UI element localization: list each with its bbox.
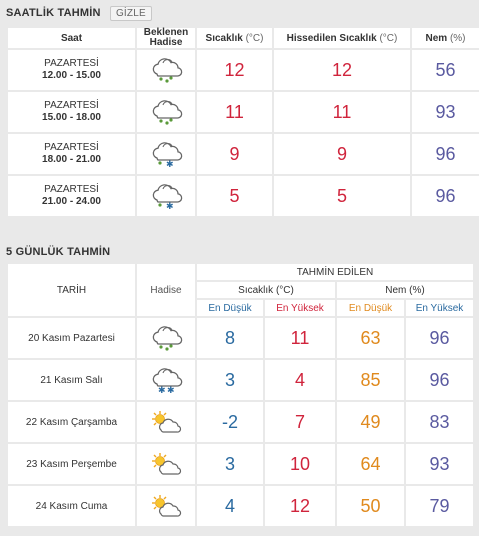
svg-text:✱: ✱ (166, 202, 174, 210)
svg-text:✱: ✱ (167, 386, 175, 394)
header-hum-min: En Düşük (337, 300, 404, 316)
snow-cloud-icon: ✱ ✱ (137, 360, 195, 400)
temp-max-value: 7 (265, 402, 335, 442)
rain-cloud-icon (137, 92, 195, 132)
humidity-value: 93 (412, 92, 479, 132)
feels-value: 12 (274, 50, 410, 90)
feels-value: 5 (274, 176, 410, 216)
header-time: Saat (8, 28, 135, 48)
date-cell: 21 Kasım Salı (8, 360, 135, 400)
hourly-table: Saat Beklenen Hadise Sıcaklık (°C) Hisse… (6, 26, 479, 218)
time-cell: PAZARTESİ 15.00 - 18.00 (8, 92, 135, 132)
header-temp: Sıcaklık (°C) (197, 28, 272, 48)
hum-max-value: 96 (406, 318, 473, 358)
table-row: PAZARTESİ 15.00 - 18.00 11 11 93 (8, 92, 479, 132)
header-humidity: Nem (%) (337, 282, 473, 298)
hourly-table-panel: Saat Beklenen Hadise Sıcaklık (°C) Hisse… (6, 26, 479, 218)
header-temp: Sıcaklık (°C) (197, 282, 335, 298)
date-cell: 22 Kasım Çarşamba (8, 402, 135, 442)
hum-min-value: 63 (337, 318, 404, 358)
hum-min-value: 49 (337, 402, 404, 442)
temp-value: 5 (197, 176, 272, 216)
feels-value: 11 (274, 92, 410, 132)
hum-min-value: 85 (337, 360, 404, 400)
svg-text:✱: ✱ (158, 386, 166, 394)
feels-value: 9 (274, 134, 410, 174)
table-row: PAZARTESİ 18.00 - 21.00 ✱ 9 9 96 (8, 134, 479, 174)
daily-table: TARİH Hadise TAHMİN EDİLEN Sıcaklık (°C)… (6, 262, 475, 528)
date-cell: 23 Kasım Perşembe (8, 444, 135, 484)
temp-min-value: 4 (197, 486, 263, 526)
table-row: PAZARTESİ 12.00 - 15.00 12 12 56 (8, 50, 479, 90)
partly-cloudy-icon (137, 444, 195, 484)
temp-value: 11 (197, 92, 272, 132)
hum-max-value: 96 (406, 360, 473, 400)
sleet-cloud-icon: ✱ (137, 134, 195, 174)
rain-cloud-icon (137, 318, 195, 358)
humidity-value: 96 (412, 176, 479, 216)
header-forecast: TAHMİN EDİLEN (197, 264, 473, 280)
header-temp-max: En Yüksek (265, 300, 335, 316)
date-cell: 20 Kasım Pazartesi (8, 318, 135, 358)
header-feels: Hissedilen Sıcaklık (°C) (274, 28, 410, 48)
table-row: 22 Kasım Çarşamba -2 7 49 83 (8, 402, 473, 442)
hum-max-value: 83 (406, 402, 473, 442)
time-cell: PAZARTESİ 18.00 - 21.00 (8, 134, 135, 174)
table-row: PAZARTESİ 21.00 - 24.00 ✱ 5 5 96 (8, 176, 479, 216)
header-event: Beklenen Hadise (137, 28, 195, 48)
hum-max-value: 79 (406, 486, 473, 526)
table-row: 24 Kasım Cuma 4 12 50 79 (8, 486, 473, 526)
table-row: 23 Kasım Perşembe 3 10 64 93 (8, 444, 473, 484)
temp-value: 9 (197, 134, 272, 174)
temp-min-value: 3 (197, 360, 263, 400)
hum-min-value: 50 (337, 486, 404, 526)
temp-max-value: 4 (265, 360, 335, 400)
header-event: Hadise (137, 264, 195, 316)
rain-cloud-icon (137, 50, 195, 90)
temp-min-value: -2 (197, 402, 263, 442)
hide-button[interactable]: GİZLE (109, 6, 152, 21)
temp-max-value: 11 (265, 318, 335, 358)
temp-value: 12 (197, 50, 272, 90)
header-temp-min: En Düşük (197, 300, 263, 316)
hum-max-value: 93 (406, 444, 473, 484)
temp-max-value: 12 (265, 486, 335, 526)
table-row: 21 Kasım Salı ✱ ✱ 3 4 85 96 (8, 360, 473, 400)
hourly-section-title: SAATLİK TAHMİN GİZLE (6, 6, 152, 21)
daily-table-panel: TARİH Hadise TAHMİN EDİLEN Sıcaklık (°C)… (6, 262, 473, 528)
time-cell: PAZARTESİ 21.00 - 24.00 (8, 176, 135, 216)
header-date: TARİH (8, 264, 135, 316)
humidity-value: 96 (412, 134, 479, 174)
header-humidity: Nem (%) (412, 28, 479, 48)
date-cell: 24 Kasım Cuma (8, 486, 135, 526)
sleet-cloud-icon: ✱ (137, 176, 195, 216)
hum-min-value: 64 (337, 444, 404, 484)
partly-cloudy-icon (137, 486, 195, 526)
header-hum-max: En Yüksek (406, 300, 473, 316)
temp-min-value: 8 (197, 318, 263, 358)
temp-min-value: 3 (197, 444, 263, 484)
table-row: 20 Kasım Pazartesi 8 11 63 96 (8, 318, 473, 358)
temp-max-value: 10 (265, 444, 335, 484)
humidity-value: 56 (412, 50, 479, 90)
daily-section-title: 5 GÜNLÜK TAHMİN (6, 246, 111, 258)
time-cell: PAZARTESİ 12.00 - 15.00 (8, 50, 135, 90)
partly-cloudy-icon (137, 402, 195, 442)
svg-text:✱: ✱ (166, 160, 174, 168)
